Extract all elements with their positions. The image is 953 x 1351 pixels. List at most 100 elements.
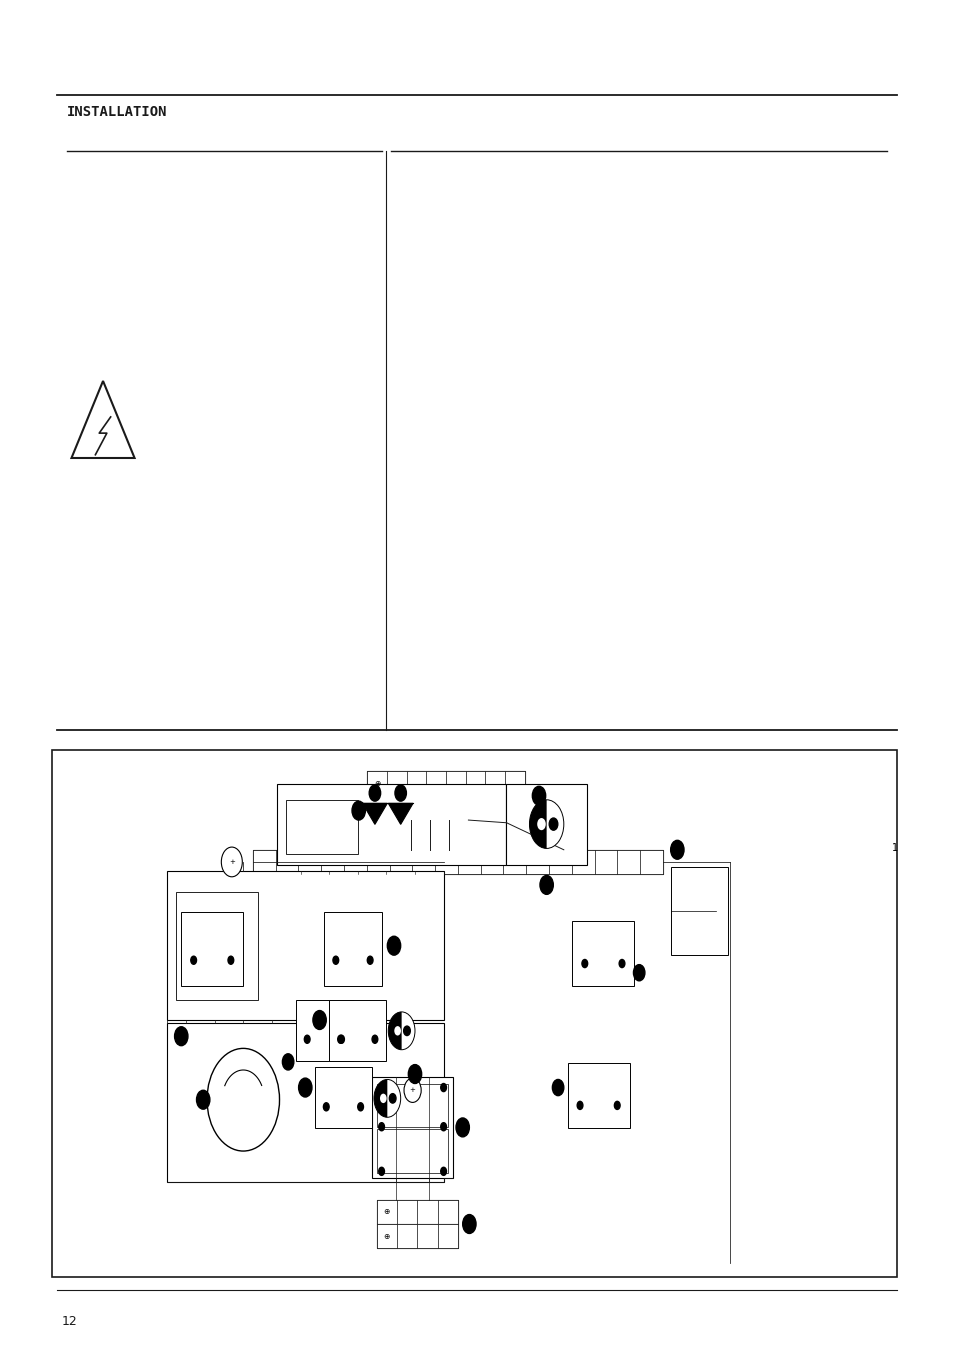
Bar <box>445 771 465 796</box>
Bar <box>571 850 594 874</box>
Bar <box>376 1084 448 1127</box>
Bar <box>181 912 243 986</box>
Polygon shape <box>362 804 387 824</box>
Bar <box>465 771 485 796</box>
Bar <box>594 850 617 874</box>
Circle shape <box>537 817 545 830</box>
Bar <box>314 1067 372 1128</box>
Bar <box>526 850 549 874</box>
Circle shape <box>539 875 553 894</box>
Bar <box>253 850 275 874</box>
Circle shape <box>670 840 683 859</box>
Bar <box>367 771 387 796</box>
Text: ⊕: ⊕ <box>383 1208 390 1216</box>
Circle shape <box>228 957 233 965</box>
Bar <box>376 1129 448 1173</box>
Circle shape <box>282 1054 294 1070</box>
Circle shape <box>207 1048 279 1151</box>
Circle shape <box>408 1065 421 1084</box>
Text: 12: 12 <box>62 1315 78 1328</box>
Bar <box>426 796 445 820</box>
Circle shape <box>388 1012 415 1050</box>
Polygon shape <box>374 1079 387 1117</box>
Circle shape <box>333 957 338 965</box>
Bar <box>295 1000 353 1061</box>
Bar <box>480 850 503 874</box>
Circle shape <box>298 1078 312 1097</box>
Bar <box>670 867 727 955</box>
Bar <box>437 1224 457 1248</box>
Bar <box>406 796 426 820</box>
Bar <box>412 850 435 874</box>
Circle shape <box>404 1078 421 1102</box>
Circle shape <box>440 1123 446 1131</box>
Polygon shape <box>388 804 413 824</box>
Bar <box>485 771 504 796</box>
Circle shape <box>374 1079 400 1117</box>
Text: ⊕: ⊕ <box>374 804 380 812</box>
Circle shape <box>618 959 624 967</box>
Bar <box>298 850 321 874</box>
Circle shape <box>549 817 558 830</box>
Text: INSTALLATION: INSTALLATION <box>67 105 167 119</box>
Bar <box>329 1000 386 1061</box>
Bar <box>504 796 524 820</box>
Bar <box>52 750 896 1277</box>
Bar <box>416 1224 437 1248</box>
Circle shape <box>338 1035 344 1043</box>
Bar <box>286 800 357 854</box>
Bar <box>324 912 381 986</box>
Bar <box>376 1200 396 1224</box>
Text: ⊕: ⊕ <box>383 1232 390 1240</box>
Circle shape <box>403 1027 410 1035</box>
Circle shape <box>581 959 587 967</box>
Circle shape <box>394 1027 400 1035</box>
Circle shape <box>529 800 563 848</box>
Bar <box>437 1200 457 1224</box>
Text: +: + <box>229 859 234 865</box>
Bar <box>321 850 344 874</box>
Circle shape <box>389 1094 395 1102</box>
Bar <box>372 1077 453 1178</box>
Bar <box>572 921 634 986</box>
Circle shape <box>357 1102 363 1111</box>
Circle shape <box>552 1079 563 1096</box>
Bar <box>416 1200 437 1224</box>
Circle shape <box>367 957 373 965</box>
Circle shape <box>577 1101 582 1109</box>
Circle shape <box>532 786 545 805</box>
Circle shape <box>323 1102 329 1111</box>
Circle shape <box>191 957 196 965</box>
Circle shape <box>378 1167 384 1175</box>
Bar <box>275 850 298 874</box>
Bar <box>567 1063 629 1128</box>
Bar <box>344 850 366 874</box>
Bar <box>435 850 457 874</box>
Bar <box>396 1224 416 1248</box>
Circle shape <box>378 1123 384 1131</box>
Polygon shape <box>71 381 134 458</box>
Polygon shape <box>388 1012 401 1050</box>
Circle shape <box>378 1084 384 1092</box>
Circle shape <box>313 1011 326 1029</box>
Bar <box>366 850 389 874</box>
Circle shape <box>369 785 380 801</box>
Bar <box>376 1224 396 1248</box>
Circle shape <box>614 1101 619 1109</box>
Circle shape <box>462 1215 476 1233</box>
Circle shape <box>304 1035 310 1043</box>
Bar <box>485 796 504 820</box>
Bar <box>167 1023 443 1182</box>
Circle shape <box>221 847 242 877</box>
Bar <box>389 850 412 874</box>
Bar <box>253 850 662 874</box>
Bar <box>426 771 445 796</box>
Circle shape <box>633 965 644 981</box>
Circle shape <box>352 801 365 820</box>
Bar <box>367 771 524 796</box>
Circle shape <box>440 1084 446 1092</box>
Bar <box>376 1200 457 1224</box>
Text: +: + <box>409 1088 416 1093</box>
Bar <box>376 1224 457 1248</box>
Bar <box>396 1200 416 1224</box>
